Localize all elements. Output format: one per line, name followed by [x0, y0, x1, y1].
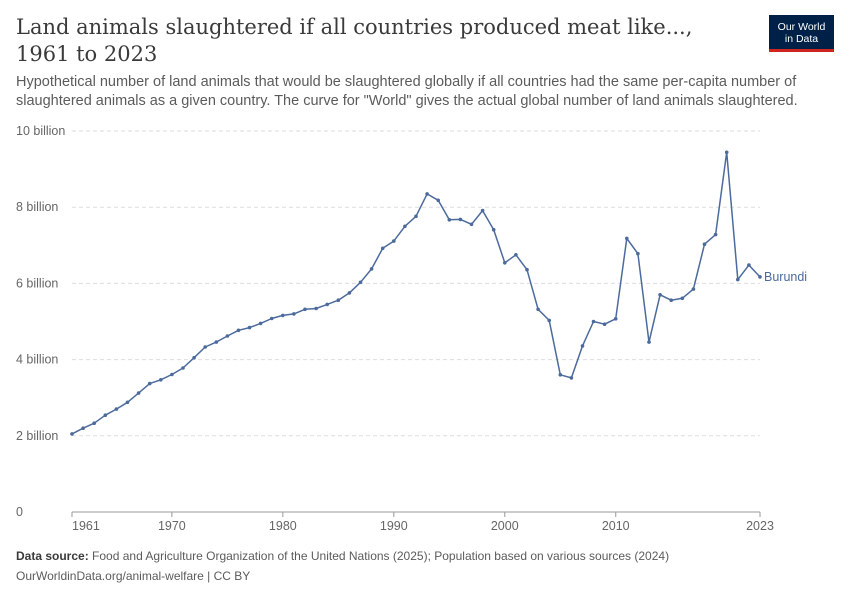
data-point[interactable]	[724, 150, 729, 155]
data-point[interactable]	[636, 251, 640, 256]
data-point[interactable]	[647, 340, 651, 344]
data-point[interactable]	[580, 344, 585, 348]
data-point[interactable]	[369, 267, 374, 271]
data-point[interactable]	[70, 432, 74, 436]
data-point[interactable]	[292, 312, 296, 316]
data-point[interactable]	[125, 400, 130, 405]
y-tick-label: 8 billion	[16, 200, 58, 214]
data-point[interactable]	[281, 313, 285, 318]
data-point[interactable]	[425, 192, 429, 196]
data-point[interactable]	[558, 373, 563, 377]
url-license[interactable]: OurWorldinData.org/animal-welfare | CC B…	[16, 569, 251, 583]
y-tick-label: 10 billion	[16, 124, 65, 138]
data-source-text[interactable]: Food and Agriculture Organization of the…	[92, 549, 670, 563]
chart-subtitle: Hypothetical number of land animals that…	[16, 74, 798, 109]
data-point[interactable]	[269, 316, 274, 321]
axes: 0 2 billion 4 billion 6 billion 8 billion 10 …	[16, 124, 774, 533]
owid-logo[interactable]: Our World in Data	[769, 15, 834, 52]
data-point[interactable]	[736, 277, 740, 282]
logo-line-1: Our World	[777, 21, 826, 33]
data-source-label: Data source:	[16, 549, 89, 563]
data-point[interactable]	[103, 413, 108, 418]
data-point[interactable]	[181, 366, 185, 370]
data-point[interactable]	[503, 261, 507, 265]
data-point[interactable]	[81, 426, 85, 431]
data-point[interactable]	[658, 293, 662, 297]
data-point[interactable]	[403, 224, 407, 229]
grid-lines	[72, 130, 760, 437]
data-point[interactable]	[303, 307, 307, 312]
series-label[interactable]: Burundi	[764, 270, 807, 284]
data-point[interactable]	[569, 376, 574, 380]
data-point[interactable]	[458, 217, 463, 222]
data-point[interactable]	[325, 302, 330, 307]
data-point[interactable]	[147, 381, 152, 386]
data-point[interactable]	[136, 391, 141, 395]
data-point[interactable]	[236, 328, 241, 333]
data-point[interactable]	[114, 407, 119, 411]
data-point[interactable]	[214, 340, 219, 344]
data-point[interactable]	[92, 421, 96, 426]
y-tick-label: 4 billion	[16, 353, 58, 367]
x-tick-label: 1970	[158, 519, 186, 533]
data-point[interactable]	[247, 325, 252, 330]
x-tick-label: 2000	[491, 519, 519, 533]
data-point[interactable]	[613, 317, 618, 321]
data-point[interactable]	[702, 242, 707, 246]
data-point[interactable]	[380, 246, 385, 251]
y-tick-label: 0	[16, 505, 23, 519]
data-point[interactable]	[170, 372, 174, 377]
data-point[interactable]	[747, 263, 751, 267]
x-tick-label: 1961	[72, 519, 100, 533]
data-point[interactable]	[713, 232, 718, 237]
data-point[interactable]	[447, 218, 452, 222]
y-tick-label: 6 billion	[16, 276, 58, 290]
data-point[interactable]	[336, 298, 341, 303]
x-tick-label: 2023	[746, 519, 774, 533]
data-point[interactable]	[669, 298, 673, 303]
x-tick-label: 2010	[602, 519, 630, 533]
x-tick-label: 1990	[380, 519, 408, 533]
chart-title: Land animals slaughtered if all countrie…	[16, 15, 693, 66]
series-line-burundi[interactable]	[71, 151, 761, 435]
data-point[interactable]	[625, 236, 629, 241]
data-point[interactable]	[602, 322, 607, 327]
data-point[interactable]	[192, 355, 196, 360]
data-point[interactable]	[414, 214, 418, 219]
data-point[interactable]	[536, 307, 540, 312]
data-point[interactable]	[392, 239, 396, 243]
data-point[interactable]	[525, 267, 529, 272]
data-point[interactable]	[469, 222, 474, 227]
x-tick-label: 1980	[269, 519, 297, 533]
data-point[interactable]	[314, 306, 318, 311]
data-point[interactable]	[258, 321, 263, 326]
data-point[interactable]	[225, 334, 230, 338]
data-point[interactable]	[591, 319, 596, 324]
data-point[interactable]	[358, 280, 363, 285]
y-tick-label: 2 billion	[16, 429, 58, 443]
data-point[interactable]	[159, 378, 163, 382]
data-point[interactable]	[203, 345, 207, 349]
data-source: Data source: Food and Agriculture Organi…	[16, 549, 669, 563]
data-point[interactable]	[547, 318, 551, 323]
series-layer: Burundi	[70, 150, 807, 436]
data-point[interactable]	[758, 275, 762, 279]
data-point[interactable]	[436, 198, 441, 203]
data-point[interactable]	[680, 296, 685, 301]
data-point[interactable]	[491, 227, 496, 232]
data-point[interactable]	[514, 253, 518, 257]
data-point[interactable]	[480, 208, 485, 213]
data-point[interactable]	[347, 291, 352, 295]
logo-line-2: in Data	[784, 33, 819, 45]
data-point[interactable]	[691, 287, 696, 291]
